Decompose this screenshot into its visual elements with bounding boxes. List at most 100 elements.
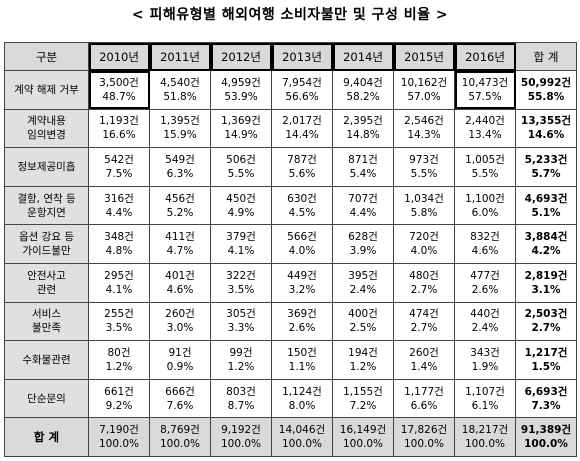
data-cell: 440건 2.4% (454, 301, 516, 342)
count-value: 506건 (226, 153, 256, 166)
percent-value: 4.0% (410, 245, 438, 258)
percent-value: 8.7% (227, 399, 255, 412)
data-cell: 379건 4.1% (210, 224, 272, 264)
percent-value: 4.1% (105, 283, 133, 296)
count-value: 400건 (348, 308, 378, 321)
percent-value: 1.1% (288, 360, 316, 373)
data-cell: 803건 8.7% (210, 378, 272, 419)
table-row: 계약내용 임의변경 1,193건 16.6% 1,395건 15.9% 1,369건 14.9… (4, 108, 577, 149)
count-value: 13,355건 (520, 115, 572, 128)
data-cell: 295건 4.1% (88, 262, 150, 303)
percent-value: 7.5% (105, 167, 133, 180)
count-value: 707건 (348, 192, 378, 205)
percent-value: 2.4% (349, 283, 377, 296)
count-value: 480건 (409, 269, 439, 282)
data-cell: 348건 4.8% (88, 224, 150, 264)
percent-value: 5.4% (349, 167, 377, 180)
row-label-line: 임의변경 (27, 129, 66, 142)
row-label: 옵션 강요 등 가이드불만 (4, 224, 89, 264)
percent-value: 1.5% (531, 360, 561, 373)
row-label-line: 서비스 (32, 308, 61, 321)
percent-value: 14.8% (346, 129, 380, 142)
header-col: 2012년 (210, 42, 272, 71)
data-cell: 316건 4.4% (88, 185, 150, 226)
row-label: 정보제공미흡 (4, 147, 89, 187)
count-value: 18,217건 (461, 424, 509, 437)
percent-value: 5.7% (531, 167, 561, 180)
count-value: 1,155건 (343, 385, 383, 398)
count-value: 3,884건 (524, 231, 568, 244)
count-value: 1,124건 (282, 385, 322, 398)
row-label-line: 불만족 (32, 322, 61, 335)
count-value: 50,992건 (520, 76, 572, 89)
data-cell: 2,440건 13.4% (454, 108, 516, 149)
count-value: 450건 (226, 192, 256, 205)
header-row: 구분 2010년 2011년 2012년 2013년 2014년 2015년 2016년 합 계 (4, 42, 577, 71)
count-value: 720건 (409, 231, 439, 244)
data-cell: 255건 3.5% (88, 301, 150, 342)
percent-value: 4.4% (105, 206, 133, 219)
table-row: 단순문의 661건 9.2% 666건 7.6% 803건 8.7% 1,124건 8.0% 1,… (4, 378, 577, 419)
percent-value: 2.6% (471, 283, 499, 296)
sum-cell: 13,355건 14.6% (515, 108, 577, 149)
percent-value: 4.9% (227, 206, 255, 219)
count-value: 305건 (226, 308, 256, 321)
total-label: 합 계 (4, 417, 89, 457)
row-label-line: 수화물관련 (22, 353, 71, 366)
count-value: 395건 (348, 269, 378, 282)
row-label-line: 계약내용 (27, 115, 66, 128)
data-cell: 395건 2.4% (332, 262, 394, 303)
table-row: 수화물관련 80건 1.2% 91건 0.9% 99건 1.2% 150건 1.1% 194건 1.… (4, 340, 577, 380)
percent-value: 6.6% (410, 399, 438, 412)
data-cell: 1,369건 14.9% (210, 108, 272, 149)
count-value: 16,149건 (339, 424, 387, 437)
data-cell: 549건 6.3% (149, 147, 211, 187)
percent-value: 3.5% (105, 322, 133, 335)
percent-value: 2.5% (349, 322, 377, 335)
data-cell: 1,100건 6.0% (454, 185, 516, 226)
count-value: 10,162건 (400, 76, 448, 89)
count-value: 4,693건 (524, 192, 568, 205)
data-cell: 1,193건 16.6% (88, 108, 150, 149)
count-value: 2,017건 (282, 115, 322, 128)
count-value: 973건 (409, 153, 439, 166)
percent-value: 55.8% (527, 90, 565, 103)
sum-cell: 1,217건 1.5% (515, 340, 577, 380)
table-row: 결항, 연착 등 운항지연 316건 4.4% 456건 5.2% 450건 4.9% 630건… (4, 185, 577, 226)
percent-value: 4.5% (288, 206, 316, 219)
count-value: 2,395건 (343, 115, 383, 128)
percent-value: 100.0% (220, 438, 262, 451)
percent-value: 6.3% (166, 167, 194, 180)
count-value: 3,500건 (99, 76, 139, 89)
count-value: 803건 (226, 385, 256, 398)
sum-cell: 5,233건 5.7% (515, 147, 577, 187)
data-cell: 305건 3.3% (210, 301, 272, 342)
data-cell: 2,017건 14.4% (271, 108, 333, 149)
count-value: 449건 (287, 269, 317, 282)
total-cell: 16,149건 100.0% (332, 417, 394, 457)
data-cell: 480건 2.7% (393, 262, 455, 303)
data-cell: 630건 4.5% (271, 185, 333, 226)
percent-value: 2.7% (531, 322, 561, 335)
count-value: 1,100건 (465, 192, 505, 205)
percent-value: 5.2% (166, 206, 194, 219)
total-cell: 8,769건 100.0% (149, 417, 211, 457)
percent-value: 3.1% (531, 283, 561, 296)
data-cell: 10,473건 57.5% (454, 70, 516, 110)
data-cell: 477건 2.6% (454, 262, 516, 303)
percent-value: 2.7% (410, 322, 438, 335)
percent-value: 5.8% (410, 206, 438, 219)
percent-value: 6.0% (471, 206, 499, 219)
percent-value: 13.4% (468, 129, 502, 142)
row-label: 결항, 연착 등 운항지연 (4, 185, 89, 226)
percent-value: 15.9% (163, 129, 197, 142)
data-cell: 707건 4.4% (332, 185, 394, 226)
percent-value: 4.1% (227, 245, 255, 258)
count-value: 379건 (226, 231, 256, 244)
count-value: 7,954건 (282, 76, 322, 89)
data-cell: 628건 3.9% (332, 224, 394, 264)
row-label: 계약 해제 거부 (4, 70, 89, 110)
header-col: 2011년 (149, 42, 211, 71)
row-label-line: 관련 (36, 283, 57, 296)
total-cell: 91,389건 100.0% (515, 417, 577, 457)
